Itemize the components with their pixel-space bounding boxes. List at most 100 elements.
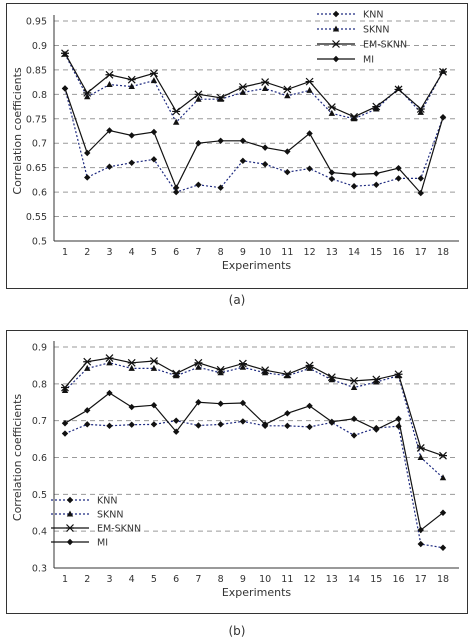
data-point <box>217 137 224 144</box>
legend-marker <box>66 524 74 532</box>
data-point <box>61 386 69 393</box>
x-tick-label: 17 <box>415 574 427 585</box>
y-tick-label: 0.8 <box>32 90 47 101</box>
data-point <box>106 81 113 88</box>
data-point <box>172 369 181 378</box>
data-point <box>328 169 336 176</box>
x-tick-label: 15 <box>370 247 382 258</box>
chart-panel-a: 0.5 0.55 0.6 0.65 0.7 0.75 0.8 0.85 0.9 0.95 1 2 3 4 5… <box>6 3 468 289</box>
data-point <box>239 399 247 407</box>
data-point <box>194 358 203 367</box>
y-tick-label: 0.6 <box>32 188 47 199</box>
data-point <box>327 373 336 382</box>
data-point <box>105 354 114 362</box>
y-tick-label: 0.4 <box>32 527 47 538</box>
x-tick-label: 14 <box>348 574 360 585</box>
data-point <box>84 93 91 100</box>
data-point <box>239 137 247 144</box>
data-point <box>417 189 424 197</box>
x-axis-title: Experiments <box>222 259 292 272</box>
data-point <box>61 383 69 392</box>
series-line <box>64 362 444 479</box>
data-point <box>306 165 313 172</box>
x-tick-label: 11 <box>281 574 293 585</box>
data-point <box>439 544 447 551</box>
data-point <box>84 149 91 157</box>
series-line <box>64 88 444 193</box>
series-em-sknn-a <box>61 49 447 121</box>
data-point <box>261 144 269 151</box>
data-point <box>284 422 291 430</box>
data-point <box>284 410 291 417</box>
data-point <box>239 418 247 425</box>
x-tick-label: 14 <box>348 247 360 258</box>
y-tick-label: 0.9 <box>32 343 47 354</box>
data-point <box>106 163 113 170</box>
data-point <box>350 171 358 178</box>
data-point <box>350 112 359 121</box>
x-tick-label: 17 <box>415 247 427 258</box>
data-point <box>306 130 313 137</box>
x-tick-label: 13 <box>326 247 338 258</box>
data-point <box>261 161 269 168</box>
data-point <box>350 183 358 190</box>
data-point <box>261 421 269 428</box>
data-point <box>373 426 380 433</box>
data-point <box>216 365 225 374</box>
legend-marker <box>66 510 74 517</box>
data-point <box>128 403 135 411</box>
y-tick-label: 0.65 <box>26 163 47 174</box>
data-point <box>372 375 381 384</box>
x-tick-label: 3 <box>106 247 112 258</box>
x-tick-label: 2 <box>84 574 90 585</box>
data-point <box>328 175 336 183</box>
data-point <box>350 376 359 385</box>
y-tick-label: 0.95 <box>26 17 47 28</box>
data-point <box>328 109 336 116</box>
data-point <box>373 105 380 112</box>
data-point <box>150 421 158 428</box>
data-point <box>172 372 180 379</box>
chart-panel-b: 0.3 0.4 0.5 0.6 0.7 0.8 0.9 1 2 3 4 5 6 7 8 9 10 11 12 13 14… <box>6 330 468 614</box>
legend-label: KNN <box>97 496 117 507</box>
x-tick-label: 9 <box>240 247 246 258</box>
data-point <box>172 107 181 116</box>
x-tick-label: 1 <box>62 247 68 258</box>
x-tick-label: 3 <box>106 574 112 585</box>
y-axis-title: Correlation coefficients <box>11 394 24 521</box>
series-em-sknn-b <box>61 354 447 460</box>
data-point <box>283 370 292 379</box>
legend-label: MI <box>97 538 108 549</box>
x-tick-label: 1 <box>62 574 68 585</box>
series-sknn-b <box>61 359 447 481</box>
data-point <box>328 376 336 383</box>
data-point <box>84 364 91 371</box>
data-point <box>394 370 403 379</box>
data-point <box>350 415 358 423</box>
x-tick-label: 6 <box>173 574 179 585</box>
x-tick-label: 12 <box>304 247 316 258</box>
y-tick-label: 0.55 <box>26 212 47 223</box>
x-tick-label: 10 <box>259 574 271 585</box>
x-tick-label: 2 <box>84 247 90 258</box>
data-point <box>372 102 381 111</box>
y-tick-label: 0.5 <box>32 490 47 501</box>
data-point <box>128 421 135 428</box>
data-point <box>128 159 135 166</box>
legend-label: SKNN <box>97 510 123 521</box>
legend-marker <box>332 25 340 32</box>
data-point <box>172 428 180 435</box>
x-tick-label: 13 <box>326 574 338 585</box>
x-tick-label: 11 <box>281 247 293 258</box>
data-point <box>84 421 91 428</box>
data-point <box>350 384 358 391</box>
data-point <box>261 78 270 87</box>
data-point <box>306 86 313 93</box>
y-tick-label: 0.75 <box>26 114 47 125</box>
x-tick-label: 7 <box>195 574 201 585</box>
x-tick-label: 15 <box>370 574 382 585</box>
data-point <box>373 170 380 177</box>
data-point <box>395 175 402 182</box>
data-point <box>417 175 424 182</box>
y-tick-label: 0.85 <box>26 65 47 76</box>
